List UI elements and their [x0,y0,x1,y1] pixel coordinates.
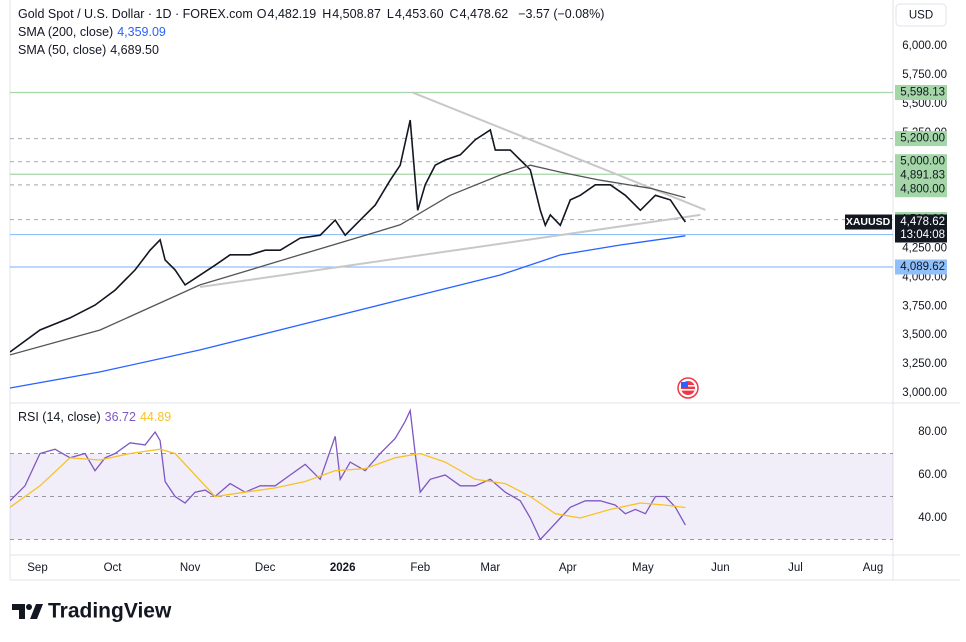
legend: Gold Spot / U.S. Dollar · 1D · FOREX.com… [18,5,608,59]
y-tick-label: 3,750.00 [902,300,947,312]
x-tick-label: Jun [711,562,730,574]
series-line [10,408,686,541]
y-tick-label: 6,000.00 [902,40,947,52]
level-label: 4,891.83 [900,170,945,182]
level-label: 4,800.00 [900,184,945,196]
y-tick-label: 4,250.00 [902,242,947,254]
legend-value: 4,359.09 [117,25,166,39]
symbol-box [845,214,892,230]
ohlc-key: L [386,7,394,21]
indicator-legend: SMA (200, close) 4,359.09 SMA (50, close) 4… [18,23,608,59]
currency[interactable]: USD [909,10,933,22]
series-line [10,119,687,353]
x-tick-label: May [632,562,654,574]
ohlc: O4,482.19 H4,508.87 L4,453.60 C4,478.62 [257,7,514,21]
ohlc-value: 4,482.19 [267,7,317,21]
ohlc-key: O [256,7,267,21]
rsi-legend: RSI (14, close) 36.72 44.89 [18,408,175,426]
legend-name: SMA (50, close) [18,43,107,57]
plot [10,408,893,541]
x-tick-label: Oct [104,562,123,574]
level-box [895,85,947,101]
legend-value: 44.89 [139,410,172,424]
brand-logo [12,604,43,619]
y-tick-label: 60.00 [918,469,947,481]
y-tick-label: 40.00 [918,512,947,524]
level-label: 5,200.00 [900,133,945,145]
level-label: 5,000.00 [900,156,945,168]
x-tick-label: Apr [559,562,577,574]
ohlc-value: 4,453.60 [394,7,444,21]
pane: 3,000.003,250.003,500.003,750.004,000.00… [10,40,947,399]
plot [10,91,893,389]
brand: TradingView [48,600,172,623]
series-line [10,448,686,519]
price-label: 4,478.62 [900,216,945,228]
series-line [10,164,686,356]
level-box [895,168,947,184]
series-line [10,235,686,389]
legend-row: Gold Spot / U.S. Dollar · 1D · FOREX.com… [18,5,608,23]
x-tick-label: Dec [255,562,276,574]
y-tick-label: 3,250.00 [902,358,947,370]
y-tick-label: 5,750.00 [902,69,947,81]
level-box [895,259,947,275]
y-tick-label: 5,500.00 [902,98,947,110]
legend-entry[interactable]: SMA (200, close) 4,359.09 [18,23,608,41]
x-tick-label: Jul [788,562,803,574]
level-box [895,182,947,198]
ohlc-value: 4,478.62 [459,7,509,21]
x-tick-label: Sep [27,562,47,574]
level-box [895,154,947,170]
price-box [895,214,947,243]
symbol-label: XAUUSD [846,216,891,228]
legend-value: 36.72 [104,410,136,424]
currency-box[interactable] [895,3,947,27]
x-tick-label: 2026 [330,562,356,574]
level-box [895,131,947,147]
legend-value: 4,689.50 [110,43,159,57]
trendline [199,213,701,288]
ohlc-value: 4,508.87 [332,7,381,21]
y-tick-label: 80.00 [918,426,947,438]
ohlc-key: H [322,7,332,21]
ohlc-key: C [449,7,459,21]
legend-name: SMA (200, close) [18,25,114,39]
level-label: 4,089.62 [900,261,945,273]
symbol-title: Gold Spot / U.S. Dollar · 1D · FOREX.com [18,7,253,21]
level-label: 5,598.13 [900,87,945,99]
pane: 40.00 60.00 80.00 Sep Oct Nov Dec 2026 Feb Mar Apr… [10,408,947,574]
event-flag [677,377,699,399]
y-tick-label: 3,500.00 [902,329,947,341]
legend-entry[interactable]: SMA (50, close) 4,689.50 [18,41,608,59]
x-tick-label: Mar [480,562,500,574]
countdown: 13:04:08 [900,229,945,241]
x-tick-label: Aug [863,562,883,574]
y-tick-label: 3,000.00 [902,387,947,399]
change: −3.57 (−0.08%) [518,7,605,21]
x-tick-label: Feb [410,562,430,574]
x-tick-label: Nov [180,562,201,574]
rsi-title: RSI (14, close) [18,410,101,424]
